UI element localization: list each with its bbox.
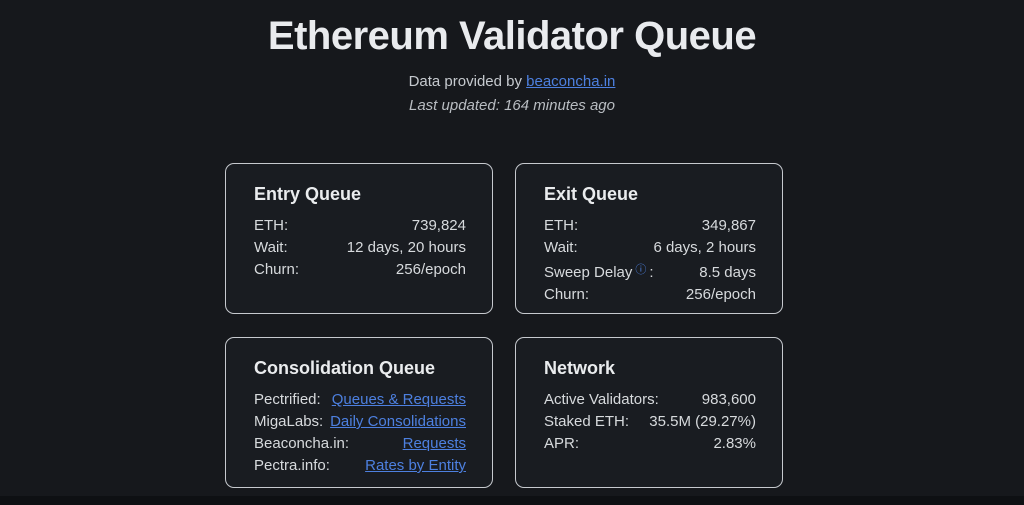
stat-row-wait: Wait: 12 days, 20 hours <box>254 237 466 259</box>
row-label: Wait: <box>544 239 578 256</box>
row-label: Churn: <box>254 261 300 278</box>
page-title: Ethereum Validator Queue <box>267 14 757 58</box>
info-icon[interactable]: ⓘ <box>635 264 647 276</box>
row-label-text: Sweep Delay <box>544 264 633 281</box>
row-value: 256/epoch <box>685 286 756 303</box>
exit-queue-card: Exit Queue ETH: 349,867 Wait: 6 days, 2 … <box>515 163 783 314</box>
row-value: 35.5M (29.27%) <box>649 413 756 430</box>
row-value: 12 days, 20 hours <box>346 239 466 256</box>
link-row-pectra-info: Pectra.info: Rates by Entity <box>254 455 466 477</box>
stat-row-wait: Wait: 6 days, 2 hours <box>544 237 756 259</box>
link-row-pectrified: Pectrified: Queues & Requests <box>254 389 466 411</box>
stat-row-churn: Churn: 256/epoch <box>544 284 756 306</box>
row-label: Wait: <box>254 239 288 256</box>
entry-queue-title: Entry Queue <box>254 184 362 204</box>
link-row-migalabs: MigaLabs: Daily Consolidations <box>254 411 466 433</box>
stat-row-sweep-delay: Sweep Delay ⓘ: 8.5 days <box>544 259 756 284</box>
row-label: Active Validators: <box>544 391 659 408</box>
beaconcha-link[interactable]: beaconcha.in <box>526 73 616 90</box>
row-value: 349,867 <box>701 217 756 234</box>
stat-row-apr: APR: 2.83% <box>544 433 756 455</box>
cards-grid: Entry Queue ETH: 739,824 Wait: 12 days, … <box>225 163 783 488</box>
row-label-colon: : <box>649 264 654 281</box>
stat-row-active-validators: Active Validators: 983,600 <box>544 389 756 411</box>
row-label: MigaLabs: <box>254 413 324 430</box>
row-label: Sweep Delay ⓘ: <box>544 259 654 284</box>
daily-consolidations-link[interactable]: Daily Consolidations <box>330 413 466 430</box>
subtitle: Data provided by beaconcha.in <box>0 72 1024 92</box>
stat-row-staked-eth: Staked ETH: 35.5M (29.27%) <box>544 411 756 433</box>
last-updated-text: Last updated: 164 minutes ago <box>409 97 615 114</box>
row-value: 739,824 <box>411 217 466 234</box>
network-title: Network <box>544 358 616 378</box>
exit-queue-title: Exit Queue <box>544 184 639 204</box>
row-label: Pectra.info: <box>254 457 330 474</box>
row-label: Beaconcha.in: <box>254 435 350 452</box>
bottom-edge-bar <box>0 496 1024 505</box>
row-value: 983,600 <box>701 391 756 408</box>
row-label: Pectrified: <box>254 391 321 408</box>
row-label: APR: <box>544 435 580 452</box>
stat-row-churn: Churn: 256/epoch <box>254 259 466 281</box>
rates-by-entity-link[interactable]: Rates by Entity <box>365 457 466 474</box>
row-value: 256/epoch <box>395 261 466 278</box>
network-card: Network Active Validators: 983,600 Stake… <box>515 337 783 488</box>
row-label: ETH: <box>254 217 289 234</box>
consolidation-queue-title: Consolidation Queue <box>254 358 436 378</box>
requests-link[interactable]: Requests <box>402 435 466 452</box>
row-value: 6 days, 2 hours <box>653 239 756 256</box>
consolidation-queue-card: Consolidation Queue Pectrified: Queues &… <box>225 337 493 488</box>
subtitle-text: Data provided by <box>408 73 527 90</box>
row-label: Churn: <box>544 286 590 303</box>
row-value: 2.83% <box>713 435 756 452</box>
stat-row-eth: ETH: 349,867 <box>544 215 756 237</box>
link-row-beaconcha: Beaconcha.in: Requests <box>254 433 466 455</box>
queues-and-requests-link[interactable]: Queues & Requests <box>331 391 466 408</box>
row-value: 8.5 days <box>699 264 756 281</box>
stat-row-eth: ETH: 739,824 <box>254 215 466 237</box>
entry-queue-card: Entry Queue ETH: 739,824 Wait: 12 days, … <box>225 163 493 314</box>
row-label: Staked ETH: <box>544 413 630 430</box>
row-label: ETH: <box>544 217 579 234</box>
